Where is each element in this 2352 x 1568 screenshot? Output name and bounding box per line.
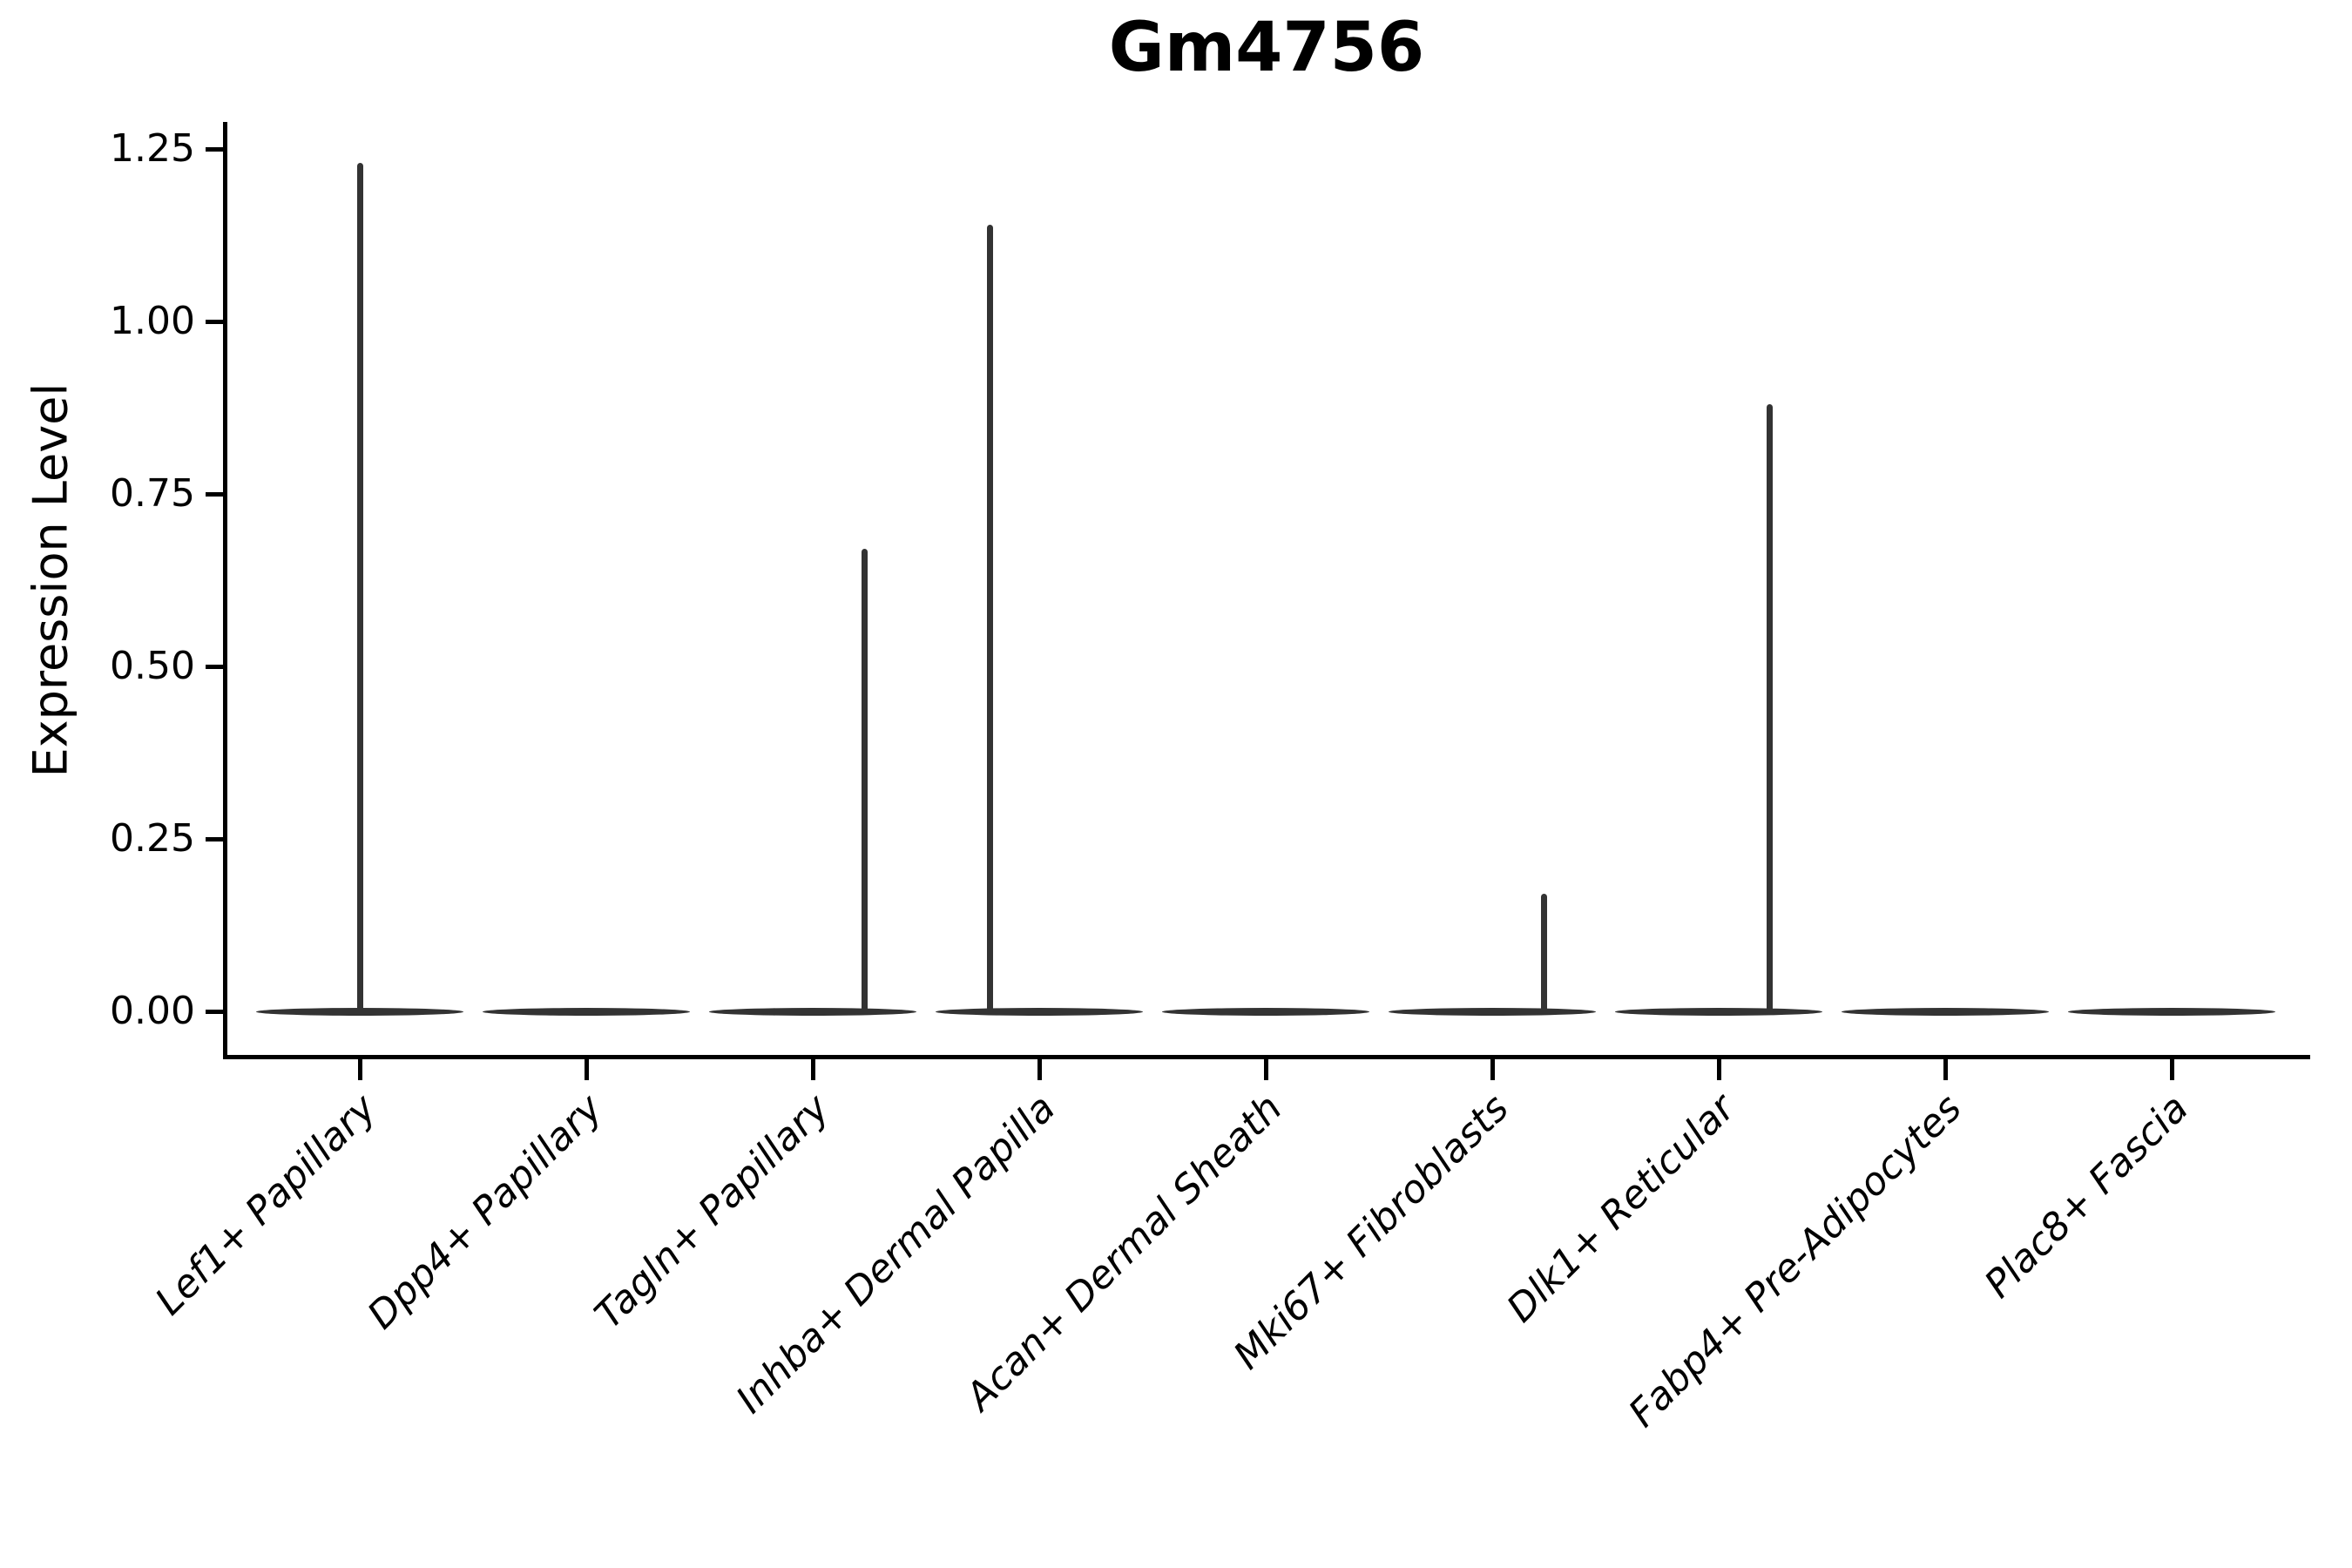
x-tick-mark — [810, 1059, 815, 1080]
violin-body — [483, 1007, 690, 1016]
y-tick-mark — [206, 1009, 223, 1014]
violin-body — [1389, 1007, 1596, 1016]
x-tick-mark — [1037, 1059, 1042, 1080]
y-tick-mark — [206, 664, 223, 669]
y-tick-label: 0.75 — [110, 471, 195, 516]
violin-spike — [986, 225, 993, 1013]
x-tick-mark — [1263, 1059, 1268, 1080]
x-tick-mark — [2169, 1059, 2174, 1080]
x-tick-label: Dpp4+ Papillary — [359, 1085, 612, 1338]
violin-spike — [1540, 894, 1547, 1013]
violin-spike — [1766, 404, 1773, 1013]
violin-body — [1842, 1007, 2049, 1016]
x-tick-mark — [357, 1059, 362, 1080]
plot-title: Gm4756 — [1108, 9, 1425, 87]
x-tick-mark — [1490, 1059, 1495, 1080]
x-tick-mark — [584, 1059, 589, 1080]
violin-body — [709, 1007, 916, 1016]
y-tick-mark — [206, 836, 223, 841]
violin-body — [1615, 1007, 1822, 1016]
violin-spike — [861, 549, 868, 1013]
violin-spike — [356, 162, 363, 1013]
x-tick-label: Plac8+ Fascia — [1976, 1085, 2197, 1307]
x-tick-mark — [1943, 1059, 1948, 1080]
y-tick-mark — [206, 319, 223, 324]
x-tick-mark — [1716, 1059, 1721, 1080]
y-tick-label: 1.00 — [110, 299, 195, 343]
y-tick-label: 0.50 — [110, 644, 195, 688]
y-tick-label: 0.00 — [110, 989, 195, 1033]
y-axis-label: Expression Level — [23, 382, 78, 778]
y-tick-mark — [206, 146, 223, 152]
x-tick-label: Lef1+ Papillary — [146, 1085, 385, 1324]
y-tick-label: 0.25 — [110, 816, 195, 861]
violin-body — [936, 1007, 1143, 1016]
y-tick-label: 1.25 — [110, 126, 195, 171]
y-tick-mark — [206, 491, 223, 497]
x-tick-label: Tagln+ Papillary — [585, 1085, 838, 1338]
violin-body — [2068, 1007, 2275, 1016]
y-axis-spine — [223, 122, 227, 1059]
violin-body — [1162, 1007, 1369, 1016]
x-tick-label: Dlk1+ Reticular — [1498, 1085, 1744, 1331]
x-axis-spine — [223, 1055, 2310, 1059]
